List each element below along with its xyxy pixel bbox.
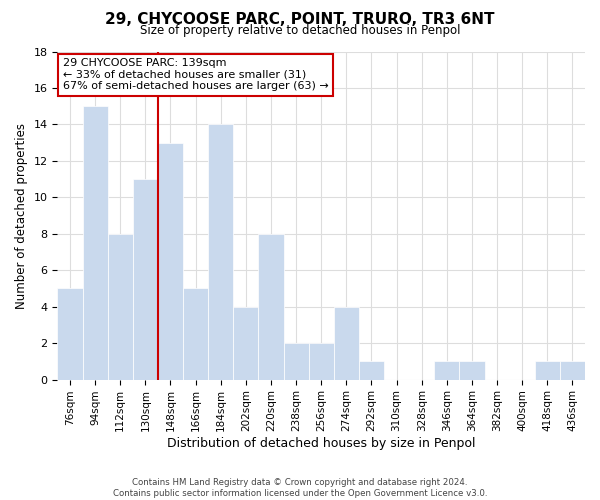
Bar <box>208 124 233 380</box>
Bar <box>560 362 585 380</box>
Bar <box>58 288 83 380</box>
Bar <box>535 362 560 380</box>
Text: Size of property relative to detached houses in Penpol: Size of property relative to detached ho… <box>140 24 460 37</box>
Bar <box>334 306 359 380</box>
Bar <box>183 288 208 380</box>
X-axis label: Distribution of detached houses by size in Penpol: Distribution of detached houses by size … <box>167 437 475 450</box>
Bar <box>133 179 158 380</box>
Text: 29, CHYCOOSE PARC, POINT, TRURO, TR3 6NT: 29, CHYCOOSE PARC, POINT, TRURO, TR3 6NT <box>105 12 495 28</box>
Bar <box>233 306 259 380</box>
Bar <box>107 234 133 380</box>
Bar <box>434 362 460 380</box>
Bar <box>460 362 485 380</box>
Bar <box>308 343 334 380</box>
Bar <box>83 106 107 380</box>
Bar <box>359 362 384 380</box>
Y-axis label: Number of detached properties: Number of detached properties <box>15 122 28 308</box>
Text: Contains HM Land Registry data © Crown copyright and database right 2024.
Contai: Contains HM Land Registry data © Crown c… <box>113 478 487 498</box>
Text: 29 CHYCOOSE PARC: 139sqm
← 33% of detached houses are smaller (31)
67% of semi-d: 29 CHYCOOSE PARC: 139sqm ← 33% of detach… <box>62 58 328 92</box>
Bar <box>284 343 308 380</box>
Bar <box>158 142 183 380</box>
Bar <box>259 234 284 380</box>
